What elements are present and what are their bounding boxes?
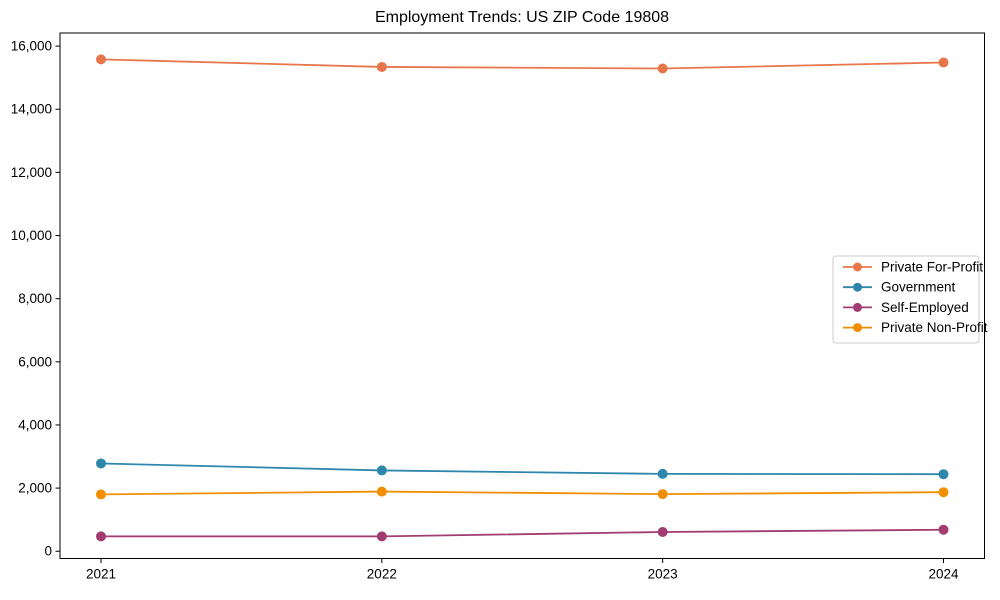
data-point — [657, 63, 668, 74]
y-tick-label: 12,000 — [11, 165, 52, 180]
legend-item: Self-Employed — [843, 300, 969, 315]
series-line-private-for-profit — [100, 58, 945, 70]
y-tick-label: 4,000 — [18, 417, 52, 432]
axes-frame — [59, 32, 985, 559]
data-point — [96, 489, 107, 500]
data-point — [938, 524, 949, 535]
x-tick-label: 2021 — [86, 567, 116, 582]
y-tick-label: 10,000 — [11, 228, 52, 243]
x-tick-label: 2023 — [648, 567, 678, 582]
legend: Private For-Profit Government Self-Employe… — [832, 255, 988, 344]
legend-swatch-marker — [853, 302, 862, 312]
legend-swatch-marker — [853, 323, 862, 333]
y-tick-label: 8,000 — [18, 291, 52, 306]
series-line-self-employed — [100, 528, 945, 538]
y-tick-label: 6,000 — [18, 354, 52, 369]
x-tick-label: 2024 — [928, 567, 959, 582]
data-point — [376, 61, 387, 72]
series-line-government — [100, 462, 945, 476]
legend-label: Self-Employed — [881, 300, 969, 315]
plot-area: 0 2,000 4,000 6,000 8,000 10,000 12,000 14,000 1… — [11, 32, 985, 582]
data-point — [96, 458, 107, 469]
y-tick-label: 0 — [44, 544, 52, 559]
y-tick-label: 16,000 — [11, 39, 52, 54]
legend-swatch-marker — [853, 282, 862, 292]
series-line-private-non-profit — [100, 490, 945, 496]
y-tick-label: 2,000 — [18, 481, 52, 496]
x-tick-label: 2022 — [367, 567, 397, 582]
legend-item: Private Non-Profit — [843, 320, 988, 335]
data-point — [657, 489, 668, 500]
chart-title: Employment Trends: US ZIP Code 19808 — [375, 9, 669, 26]
legend-label: Private For-Profit — [881, 260, 983, 275]
legend-swatch-marker — [853, 262, 862, 272]
legend-item: Government — [843, 280, 956, 295]
data-point — [376, 531, 387, 542]
data-point — [96, 54, 107, 65]
data-point — [376, 465, 387, 476]
data-point — [96, 531, 107, 542]
data-point — [938, 57, 949, 68]
legend-box — [832, 255, 980, 344]
data-point — [657, 526, 668, 537]
data-point — [657, 468, 668, 479]
legend-item: Private For-Profit — [843, 260, 983, 275]
legend-label: Government — [881, 280, 956, 295]
y-tick-label: 14,000 — [11, 102, 52, 117]
legend-label: Private Non-Profit — [881, 320, 988, 335]
data-point — [376, 486, 387, 497]
data-point — [938, 487, 949, 498]
data-point — [938, 469, 949, 480]
